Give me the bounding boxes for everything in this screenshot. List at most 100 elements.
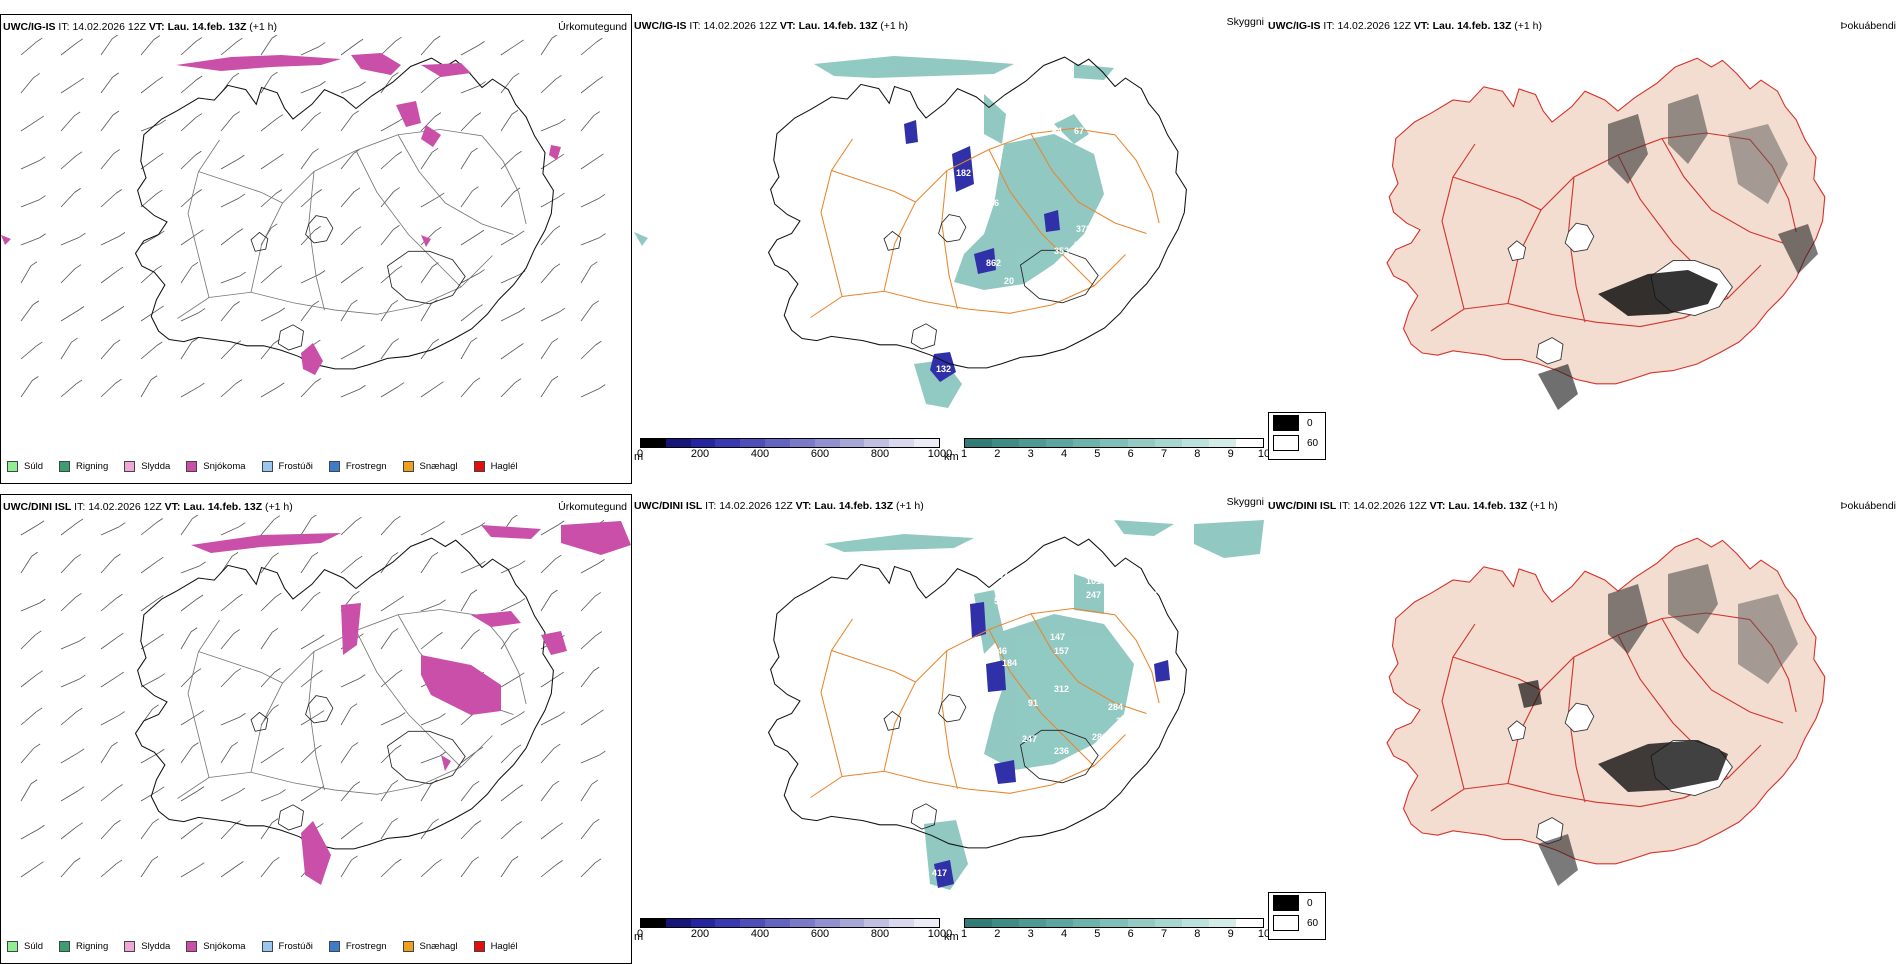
colorbar-cell (992, 919, 1020, 927)
wind-barb-flag (312, 300, 320, 306)
wind-barb (220, 824, 235, 840)
wind-barb (260, 671, 275, 688)
wind-barb-flag (394, 515, 401, 521)
wind-barb (460, 190, 473, 208)
wind-barb-flag (275, 265, 283, 271)
wind-barb (100, 114, 114, 132)
wind-barb (420, 863, 436, 878)
legend-item-frostudi: Frostúði (261, 460, 313, 472)
colorbar-cell (715, 919, 741, 927)
wind-barb (20, 602, 40, 612)
colorbar-cell (864, 439, 890, 447)
snow-areas (1, 53, 561, 375)
wind-barb-flag (317, 710, 325, 715)
wind-barb (140, 80, 158, 94)
wind-barb-flag (557, 671, 564, 677)
wind-barb-flag (195, 150, 202, 156)
sky-label: 157 (1054, 646, 1069, 656)
wind-barb (420, 152, 433, 170)
wind-barb (500, 602, 520, 612)
precip-legend: Súld Rigning Slydda Snjókoma Frostúði Fr… (7, 939, 534, 953)
wind-barb (220, 597, 237, 612)
sky-label: 284 (1108, 702, 1123, 712)
wind-barb (300, 304, 314, 322)
wind-barb-flag (32, 300, 40, 306)
wind-barb (340, 559, 357, 574)
wind-barb (540, 747, 555, 764)
wind-barb-flag (35, 707, 43, 713)
colorbar-tick: 800 (870, 928, 890, 940)
wind-barb-flag (593, 111, 600, 116)
wind-barb-flag (30, 261, 38, 267)
wind-barb (60, 310, 79, 322)
wind-barb (420, 196, 439, 208)
wind-barb-flag (114, 819, 121, 825)
wind-barb-flag (79, 636, 86, 642)
colorbar-tick: 200 (690, 928, 710, 940)
wind-barb (380, 748, 396, 764)
wind-barb-flag (236, 228, 244, 234)
wind-barb-flag (557, 153, 565, 159)
colorbar-cell (864, 919, 890, 927)
sky-label: 182 (956, 168, 971, 178)
wind-barb (20, 524, 39, 536)
colorbar-cell (914, 919, 939, 927)
colorbar-cell (789, 439, 815, 447)
wind-barb (580, 304, 594, 322)
wind-barb (260, 38, 273, 56)
sky-label: 247 (1022, 734, 1037, 744)
wind-barb (540, 675, 558, 688)
wind-barb-flag (238, 193, 246, 199)
wind-barb (340, 42, 358, 56)
precip-panel-row1: UWC/DINI ISL IT: 14.02.2026 12Z VT: Lau.… (0, 494, 632, 964)
wind-barb (180, 598, 198, 612)
wind-barb (340, 114, 354, 132)
legend-item-sudl: Súld (7, 460, 43, 472)
wind-barb-flag (158, 673, 165, 678)
wind-barb (60, 268, 76, 284)
wind-barb (460, 233, 479, 246)
colorbar-cell (965, 439, 993, 447)
wind-barb-flag (316, 670, 323, 675)
wind-barb (100, 153, 115, 170)
wind-barb (140, 860, 153, 878)
wind-barb-flag (275, 592, 282, 598)
wind-barb-flag (350, 703, 358, 709)
wind-barb (100, 788, 117, 802)
wind-barb (500, 274, 520, 284)
wind-barb-flag (159, 119, 166, 125)
wind-barb (260, 861, 274, 878)
wind-barb-flag (272, 818, 279, 823)
wind-barb-flag (238, 787, 246, 793)
wind-barb-flag (314, 378, 321, 383)
wind-barb (180, 386, 199, 398)
wind-barb-flag (195, 75, 203, 81)
colorbar-cell (690, 919, 716, 927)
wind-barb (300, 152, 313, 170)
colorbar-cell (1100, 919, 1128, 927)
visibility-colorbar: 1 2 3 4 5 6 7 8 9 10 (961, 918, 1270, 942)
sky-label: 247 (1086, 590, 1101, 600)
wind-barb (100, 526, 120, 536)
wind-barb (420, 303, 432, 322)
sky-label: 862 (986, 258, 1001, 268)
wind-barb (100, 270, 118, 284)
wind-barb (260, 556, 274, 574)
panel-type-label: Þokuábendi (1840, 500, 1896, 512)
wind-barb (340, 859, 352, 878)
wind-barb (500, 382, 516, 398)
wind-barb (340, 520, 356, 536)
wind-barb (20, 345, 37, 360)
colorbar-cell (1073, 439, 1101, 447)
wind-barb-flag (75, 379, 83, 385)
wind-barb (500, 632, 513, 650)
wind-barb-flag (355, 516, 362, 522)
wind-barb-flag (439, 713, 446, 718)
wind-barb-flag (435, 859, 442, 864)
sky-label: 316 (984, 198, 999, 208)
wind-barb-flag (438, 521, 445, 526)
wind-barb (500, 825, 517, 840)
wind-barb-flag (39, 598, 46, 604)
wind-barb-flag (551, 337, 559, 343)
wind-barb (580, 197, 600, 208)
